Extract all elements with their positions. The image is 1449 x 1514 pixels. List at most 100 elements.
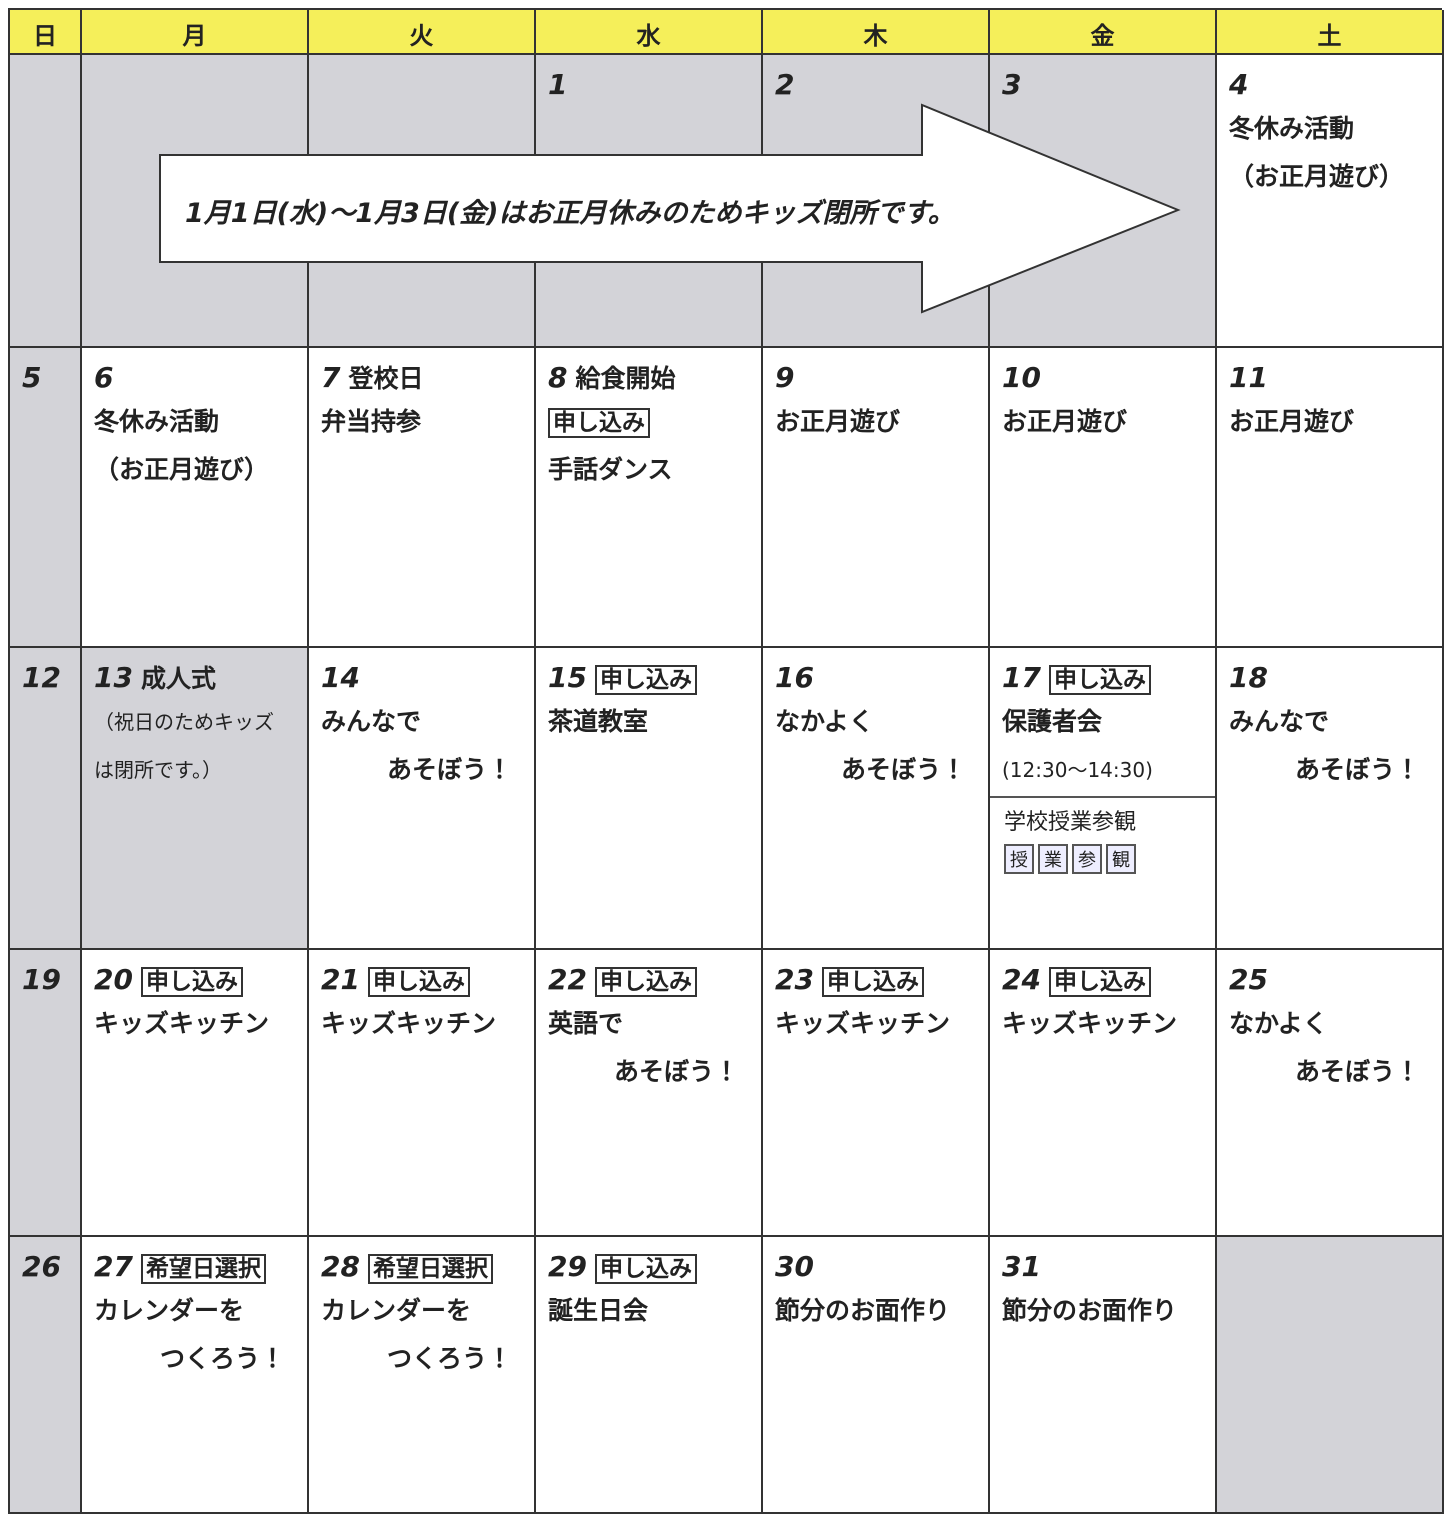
event-text: カレンダーを	[94, 1296, 245, 1325]
event-text: キッズキッチン	[94, 1009, 270, 1038]
date: 17	[1002, 661, 1041, 694]
day-cell: 30 節分のお面作り	[763, 1237, 990, 1514]
day-cell: 18 みんなで あそぼう！	[1217, 648, 1444, 950]
date: 7	[321, 361, 341, 394]
tag: 申し込み	[367, 967, 470, 997]
day-cell: 16 なかよく あそぼう！	[763, 648, 990, 950]
first-line: 26	[22, 1247, 68, 1287]
first-line: 11	[1229, 358, 1430, 398]
heading: 成人式	[140, 664, 216, 693]
heading: 給食開始	[575, 364, 676, 393]
first-line: 6	[94, 358, 295, 398]
day-header: 土	[1217, 10, 1444, 55]
date: 19	[22, 963, 61, 996]
event-text: あそぼう！	[386, 755, 512, 784]
date: 2	[775, 68, 795, 101]
first-line: 21 申し込み	[321, 960, 522, 1000]
char-box: 観	[1106, 844, 1136, 874]
day-cell: 31 節分のお面作り	[990, 1237, 1217, 1514]
first-line: 7 登校日	[321, 358, 522, 398]
tag: 申し込み	[548, 408, 650, 438]
day-cell: 6 冬休み活動 （お正月遊び）	[82, 348, 309, 648]
heading: 登校日	[348, 364, 424, 393]
day-header: 月	[82, 10, 309, 55]
day-header: 日	[10, 10, 82, 55]
date: 25	[1229, 963, 1268, 996]
event-text: お正月遊び	[1229, 407, 1355, 436]
first-line: 27 希望日選択	[94, 1247, 295, 1287]
date: 27	[94, 1250, 133, 1283]
first-line: 31	[1002, 1247, 1203, 1287]
day-cell: 19	[10, 950, 82, 1237]
event-text: なかよく	[775, 707, 874, 736]
event-text: なかよく	[1229, 1009, 1328, 1038]
tag: 希望日選択	[367, 1254, 493, 1284]
char-box: 業	[1038, 844, 1068, 874]
date: 29	[548, 1250, 587, 1283]
event-text: 節分のお面作り	[1002, 1296, 1178, 1325]
day-cell: 20 申し込みキッズキッチン	[82, 950, 309, 1237]
char-box: 授	[1004, 844, 1034, 874]
day-cell: 17 申し込み 保護者会 (12:30～14:30) 学校授業参観授業参観	[990, 648, 1217, 950]
event-text: 節分のお面作り	[775, 1296, 951, 1325]
event-text: 誕生日会	[548, 1296, 649, 1325]
first-line: 28 希望日選択	[321, 1247, 522, 1287]
date: 1	[548, 68, 568, 101]
date: 4	[1229, 68, 1249, 101]
day-cell: 26	[10, 1237, 82, 1514]
event-text: つくろう！	[386, 1344, 512, 1373]
tag: 申し込み	[594, 665, 697, 695]
first-line: 12	[22, 658, 68, 698]
date: 15	[548, 661, 587, 694]
event-text: 保護者会	[1002, 707, 1103, 736]
first-line: 24 申し込み	[1002, 960, 1203, 1000]
event-text: あそぼう！	[1294, 1057, 1420, 1086]
event-text: 冬休み活動	[1229, 114, 1355, 143]
event-text: カレンダーを	[321, 1296, 472, 1325]
first-line: 5	[22, 358, 68, 398]
date: 22	[548, 963, 587, 996]
day-cell: 9 お正月遊び	[763, 348, 990, 648]
first-line: 29 申し込み	[548, 1247, 749, 1287]
event-text: （お正月遊び）	[94, 455, 270, 484]
first-line: 8 給食開始	[548, 358, 749, 398]
first-line: 23 申し込み	[775, 960, 976, 1000]
calendar: 日月火水木金土 1 2 3 4 冬休み活動 （お正月遊び） 5 6 冬休み活動 （お正月遊び） 7 登校…	[8, 8, 1444, 1514]
day-cell: 14 みんなで あそぼう！	[309, 648, 536, 950]
date: 20	[94, 963, 133, 996]
day-cell: 11 お正月遊び	[1217, 348, 1444, 648]
first-line: 14	[321, 658, 522, 698]
first-line: 20 申し込み	[94, 960, 295, 1000]
event-text: 冬休み活動	[94, 407, 220, 436]
tag: 申し込み	[594, 967, 697, 997]
event-text: （お正月遊び）	[1229, 162, 1405, 191]
first-line: 10	[1002, 358, 1203, 398]
tag: 申し込み	[594, 1254, 697, 1284]
event-text: 弁当持参	[321, 407, 422, 436]
date: 9	[775, 361, 795, 394]
day-cell: 10 お正月遊び	[990, 348, 1217, 648]
date: 21	[321, 963, 360, 996]
day-cell: 28 希望日選択カレンダーをつくろう！	[309, 1237, 536, 1514]
day-cell: 12	[10, 648, 82, 950]
event-text: （祝日のためキッズ	[94, 710, 274, 734]
first-line: 13 成人式	[94, 658, 295, 698]
event-text: キッズキッチン	[1002, 1009, 1178, 1038]
banner-arrow: 1月1日(水)～1月3日(金)はお正月休みのためキッズ閉所です。	[159, 103, 1181, 314]
date: 23	[775, 963, 814, 996]
event-text: みんなで	[1229, 707, 1330, 736]
box-row: 授業参観	[1004, 836, 1201, 874]
date: 16	[775, 661, 814, 694]
date: 26	[22, 1250, 61, 1283]
first-line: 18	[1229, 658, 1430, 698]
event-text: 手話ダンス	[548, 455, 673, 484]
tag-line: 申し込み	[548, 398, 749, 446]
first-line: 4	[1229, 65, 1430, 105]
date: 28	[321, 1250, 360, 1283]
date: 14	[321, 661, 360, 694]
day-cell: 15 申し込み 茶道教室	[536, 648, 763, 950]
tag: 申し込み	[140, 967, 243, 997]
first-line: 2	[775, 65, 976, 105]
event-text: お正月遊び	[775, 407, 901, 436]
